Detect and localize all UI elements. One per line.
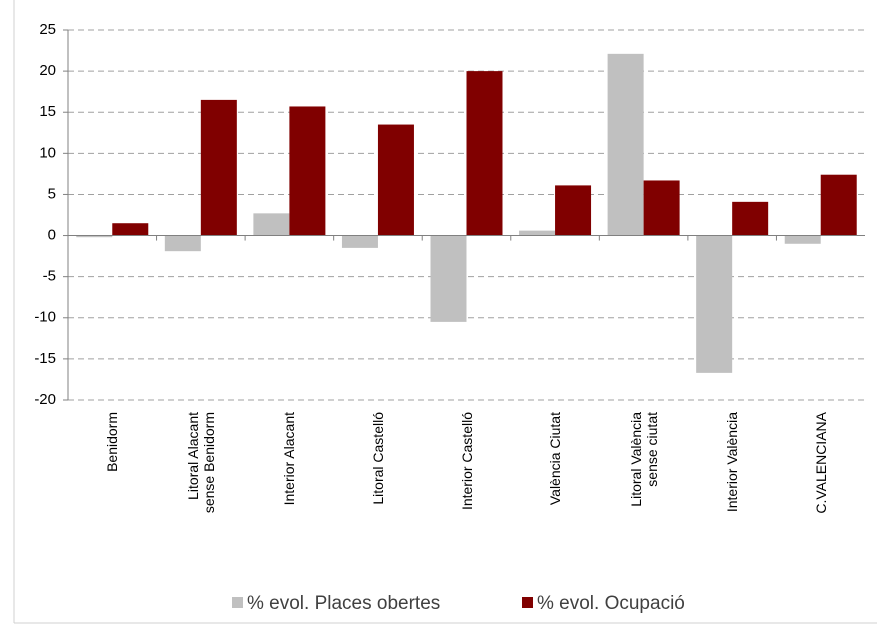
y-tick-label: -5 — [43, 268, 56, 285]
legend-swatch — [232, 597, 243, 608]
legend-label: % evol. Ocupació — [537, 593, 685, 614]
bar — [377, 124, 414, 236]
bar — [341, 235, 378, 248]
bar — [519, 230, 556, 236]
y-tick-label: -20 — [34, 391, 56, 408]
x-tick-label: València Ciutat — [547, 412, 564, 506]
bar — [696, 235, 733, 373]
y-tick-label: 20 — [39, 62, 56, 79]
x-tick-label: Interior València — [724, 412, 741, 513]
x-tick-label: C.VALENCIANA — [812, 412, 829, 514]
y-tick-label: -15 — [34, 350, 56, 367]
bar — [732, 201, 769, 236]
x-tick-label: Litoral Alacant sense Benidorm — [184, 412, 217, 514]
x-tick-label: Benidorm — [104, 412, 121, 472]
y-tick-label: 5 — [48, 185, 56, 202]
y-tick-label: 25 — [39, 21, 56, 38]
bar — [820, 174, 857, 236]
bar — [200, 99, 237, 236]
bar — [555, 185, 592, 236]
bar — [643, 180, 680, 236]
x-tick-label: Litoral Castelló — [369, 412, 386, 505]
y-tick-label: 15 — [39, 103, 56, 120]
y-tick-label: -10 — [34, 309, 56, 326]
bar — [430, 235, 467, 322]
bar — [607, 53, 644, 236]
bar — [466, 71, 503, 236]
x-tick-label: Interior Castelló — [458, 412, 475, 511]
bar — [784, 235, 821, 244]
x-tick-label: Litoral València sense ciutat — [627, 412, 660, 507]
y-tick-label: 0 — [48, 227, 56, 244]
bar — [112, 223, 149, 236]
y-tick-label: 10 — [39, 144, 56, 161]
bar — [76, 235, 113, 238]
x-tick-label: Interior Alacant — [281, 412, 298, 506]
bar — [164, 235, 201, 252]
legend-swatch — [522, 597, 533, 608]
legend-label: % evol. Places obertes — [247, 593, 440, 614]
bar — [253, 213, 290, 236]
bar — [289, 106, 326, 236]
